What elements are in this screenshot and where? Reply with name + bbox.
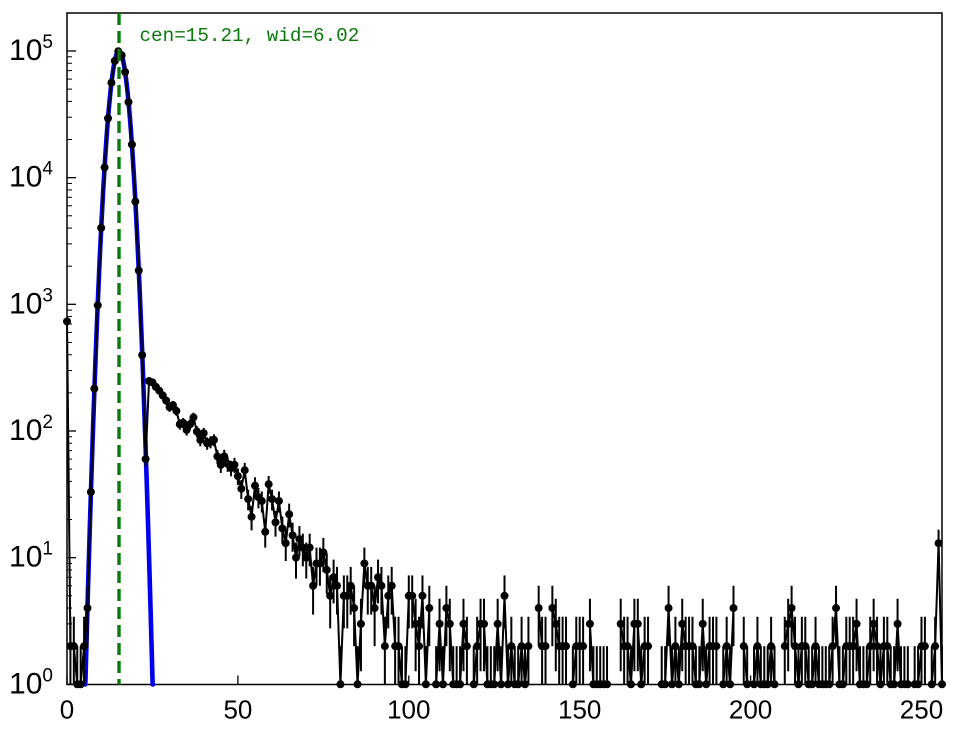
svg-text:0: 0 bbox=[60, 695, 74, 725]
svg-text:200: 200 bbox=[729, 695, 772, 725]
svg-text:cen=15.21, wid=6.02: cen=15.21, wid=6.02 bbox=[139, 25, 359, 47]
svg-text:150: 150 bbox=[558, 695, 601, 725]
svg-text:100: 100 bbox=[387, 695, 430, 725]
svg-text:50: 50 bbox=[223, 695, 252, 725]
svg-text:250: 250 bbox=[900, 695, 943, 725]
